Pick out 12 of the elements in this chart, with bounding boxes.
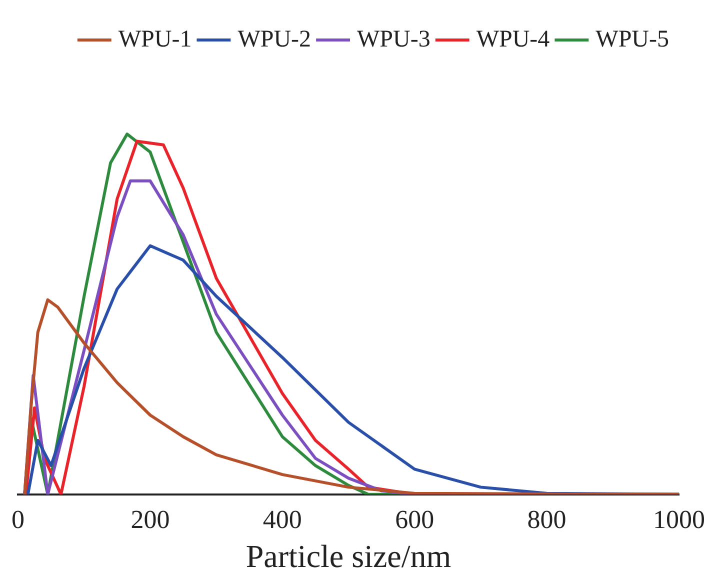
legend-label: WPU-2 — [238, 26, 312, 52]
x-tick-label: 400 — [262, 504, 302, 534]
x-tick-label: 0 — [12, 504, 24, 534]
legend-label: WPU-5 — [596, 26, 670, 52]
x-tick-label: 200 — [130, 504, 170, 534]
legend-label: WPU-4 — [476, 26, 550, 52]
legend-label: WPU-1 — [118, 26, 192, 52]
x-axis-title: Particle size/nm — [246, 538, 452, 574]
legend-label: WPU-3 — [357, 26, 430, 52]
x-tick-label: 1000 — [653, 504, 705, 534]
x-tick-label: 600 — [395, 504, 434, 534]
x-tick-label: 800 — [527, 504, 566, 534]
